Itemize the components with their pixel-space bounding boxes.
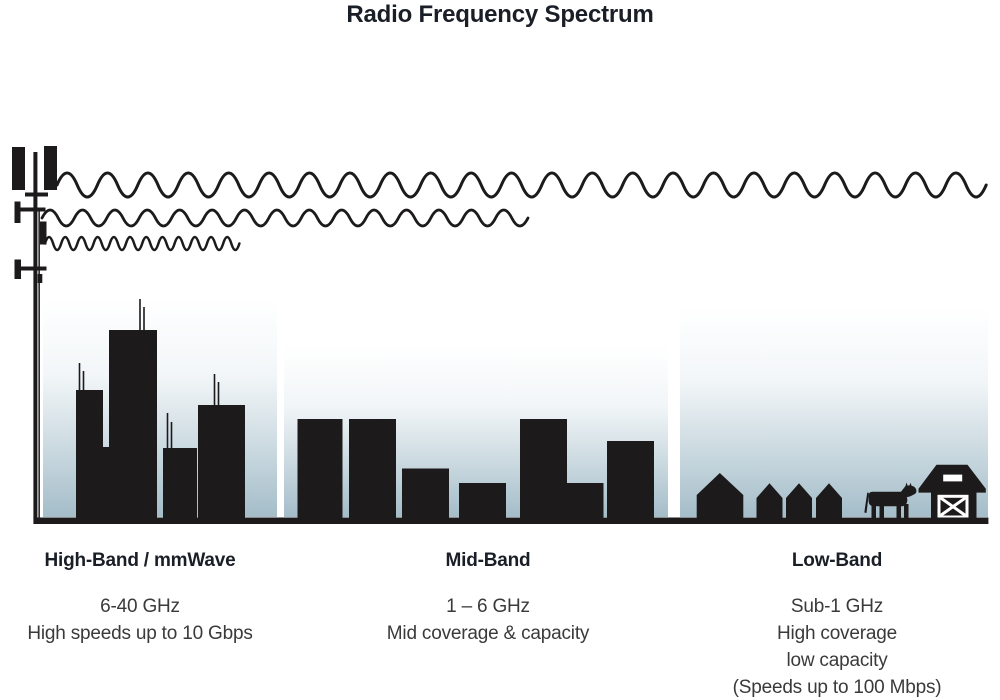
cow-tail [864,492,869,513]
antenna-panel-top-left [12,147,25,190]
skyscraper [163,448,197,518]
short-wavelength-wave [43,235,241,252]
high-band-label: High-Band / mmWave 6-40 GHz High speeds … [27,551,252,647]
barn-loft-vent [943,474,963,482]
cow-leg [904,504,909,519]
cell-tower-icon [12,146,57,518]
antenna-panel-mid [14,201,21,223]
band-name: Low-Band [791,550,883,571]
midrise-building [607,441,654,518]
skyscraper [198,405,245,518]
skyscraper [76,390,103,518]
rooftop-antennas [78,299,220,449]
band-name: High-Band / mmWave [44,550,236,571]
midrise-building [567,483,604,518]
antenna-small [40,221,47,245]
midrise-building [459,483,506,518]
medium-wavelength-wave [40,208,530,228]
rural-scene-low-band [696,464,986,519]
band-detail: High coverage [777,623,897,644]
city-skyline-high-band [76,299,245,518]
low-band-label: Low-Band Sub-1 GHz High coverage low cap… [733,551,942,700]
cow-leg [879,504,884,519]
band-name: Mid-Band [445,550,531,571]
tower-mast-thin-line [38,208,40,518]
skyscraper [103,447,109,518]
band-detail: low capacity [786,650,888,671]
house-icon [816,483,842,519]
spectrum-diagram [12,146,989,524]
ground-line [33,517,989,524]
midrise-skyline-mid-band [297,419,654,518]
tower-crossbar [25,192,48,197]
band-detail: High speeds up to 10 Gbps [27,623,253,644]
midrise-building [349,419,396,518]
radio-waves [40,171,988,252]
midrise-building [520,419,567,518]
band-detail: Mid coverage & capacity [386,623,590,644]
tower-crossbar [21,266,47,271]
tower-stub [37,274,43,283]
cow-leg [871,504,876,519]
long-wavelength-wave [55,171,988,199]
house-icon [756,483,783,519]
band-detail: (Speeds up to 100 Mbps) [732,677,942,698]
antenna-panel-top-right [44,146,57,190]
tower-mast [33,152,38,518]
antenna-panel-low [14,259,21,279]
barn-icon [918,464,986,519]
midrise-building [402,468,449,518]
skyscraper [109,330,157,518]
cow-body [868,482,917,507]
house-icon [786,483,812,519]
tower-crossbar [20,207,46,212]
cow-icon [864,482,917,519]
band-frequency: 1 – 6 GHz [446,596,530,617]
cow-leg [896,504,901,519]
band-frequency: Sub-1 GHz [790,596,884,617]
midrise-building [297,419,343,518]
house-icon [696,473,744,519]
page-title: Radio Frequency Spectrum [346,1,654,28]
band-frequency: 6-40 GHz [100,596,180,617]
barn-door-crossbuck [939,496,967,517]
mid-band-label: Mid-Band 1 – 6 GHz Mid coverage & capaci… [386,550,590,647]
